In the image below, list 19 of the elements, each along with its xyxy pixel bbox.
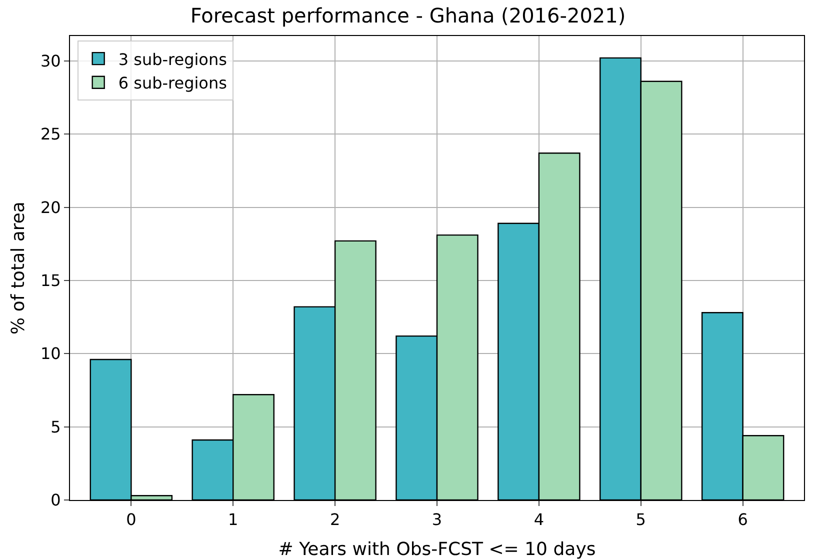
x-tick-label: 0 (126, 510, 136, 530)
y-axis-title: % of total area (8, 202, 29, 334)
y-tick-label: 30 (40, 51, 61, 70)
x-tick-label: 4 (534, 510, 544, 530)
x-axis-title: # Years with Obs-FCST <= 10 days (278, 539, 596, 560)
y-tick-label: 15 (40, 271, 61, 290)
x-tick-label: 3 (432, 510, 442, 530)
x-tick-label: 2 (330, 510, 340, 530)
chart-title: Forecast performance - Ghana (2016-2021) (190, 3, 626, 28)
y-tick-label: 20 (40, 198, 61, 217)
y-tick-label: 5 (50, 417, 61, 436)
y-tick-label: 10 (40, 344, 61, 364)
x-tick-label: 1 (228, 510, 238, 530)
y-tick-label: 0 (50, 490, 61, 510)
x-tick-label: 6 (738, 510, 748, 530)
legend-label: 3 sub-regions (118, 50, 227, 69)
legend-label: 6 sub-regions (118, 74, 227, 93)
x-tick-label: 5 (636, 510, 646, 530)
y-tick-label: 25 (40, 124, 61, 144)
